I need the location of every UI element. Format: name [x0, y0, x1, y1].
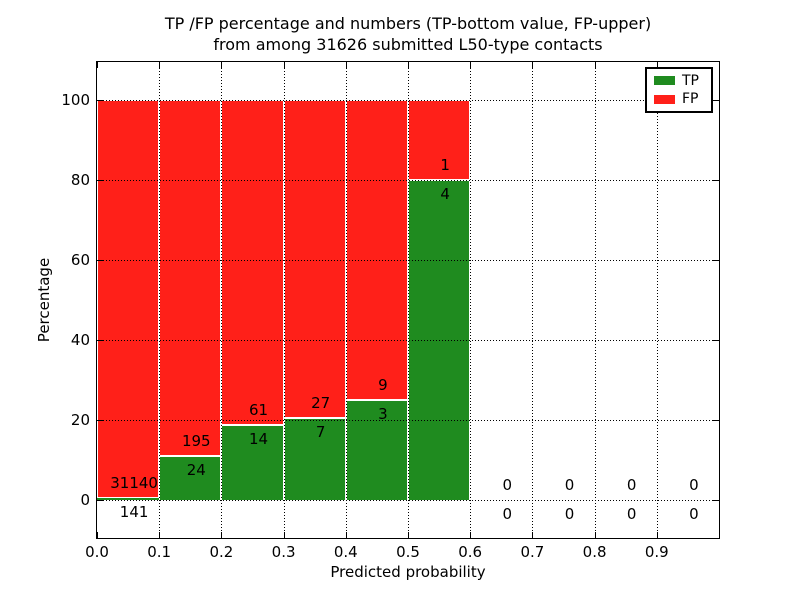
x-tick-label-0.3: 0.3 — [271, 543, 296, 561]
fp-count-label-9: 0 — [689, 476, 699, 494]
gridlines-layer — [97, 62, 719, 538]
y-tick-label-20: 20 — [70, 411, 90, 429]
gridline-x-0.1 — [159, 62, 161, 538]
x-tick-top-0.4 — [345, 62, 347, 68]
fp-count-label-5: 1 — [440, 156, 450, 174]
bar-fp-2 — [221, 100, 284, 426]
y-tick-right-60 — [713, 260, 719, 261]
x-tick-top-0 — [97, 62, 98, 68]
x-tick-label-0.0: 0.0 — [85, 543, 109, 561]
gridline-x-0.8 — [594, 62, 596, 538]
x-tick-bottom-0.8 — [594, 532, 596, 538]
x-tick-bottom-0.9 — [656, 532, 658, 538]
tp-color-swatch — [654, 76, 675, 86]
x-tick-top-0.1 — [159, 62, 161, 68]
plot-area: 0.0 0.1 0.2 0.3 0.4 0.5 0.6 0.7 0.8 0.9 0 20 40 60 80 1… — [61, 61, 720, 561]
tp-count-label-4: 3 — [378, 405, 388, 423]
y-tick-label-0: 0 — [80, 491, 90, 509]
legend-label-fp: FP — [682, 91, 699, 108]
x-tick-label-0.4: 0.4 — [333, 543, 358, 561]
y-tick-right-0 — [713, 500, 719, 501]
tp-count-label-9: 0 — [689, 505, 699, 523]
x-tick-bottom-0.5 — [408, 532, 409, 538]
gridline-x-0.5 — [408, 62, 409, 538]
y-tick-left-0 — [97, 500, 103, 501]
x-tick-top-0.3 — [283, 62, 285, 68]
x-tick-top-0.5 — [408, 62, 409, 68]
gridline-x-0.4 — [345, 62, 347, 538]
legend: TP FP — [645, 67, 713, 113]
fp-count-label-3: 27 — [311, 393, 331, 412]
x-tick-label-0.7: 0.7 — [520, 543, 545, 561]
x-axis-label: Predicted probability — [330, 563, 486, 581]
gridline-x-0.9 — [656, 62, 658, 538]
x-tick-bottom-0.1 — [159, 532, 161, 538]
bar-tp-0 — [97, 498, 160, 500]
fp-color-swatch — [654, 94, 675, 104]
y-tick-label-80: 80 — [70, 171, 90, 189]
tp-count-label-8: 0 — [626, 505, 637, 523]
labels-layer: 0.0 0.1 0.2 0.3 0.4 0.5 0.6 0.7 0.8 0.9 0 20 40 60 80 1… — [61, 62, 719, 561]
x-tick-label-0.1: 0.1 — [147, 543, 172, 561]
tp-count-label-5: 4 — [440, 185, 450, 203]
x-tick-top-0.8 — [594, 62, 596, 68]
bar-fp-0 — [97, 100, 160, 499]
fp-count-label-4: 9 — [378, 376, 388, 394]
y-tick-label-100: 100 — [61, 91, 90, 109]
ticks-layer — [97, 62, 719, 538]
gridline-x-0.2 — [221, 62, 223, 538]
fp-count-label-7: 0 — [564, 476, 575, 494]
bar-fp-4 — [345, 100, 408, 400]
tp-count-label-7: 0 — [564, 505, 575, 523]
tp-count-label-0: 141 — [119, 503, 149, 522]
gridline-x-0.3 — [283, 62, 285, 538]
fp-count-label-0: 31140 — [110, 474, 158, 493]
chart-title: TP /FP percentage and numbers (TP-bottom… — [97, 13, 719, 55]
tp-count-label-1: 24 — [186, 461, 206, 480]
gridline-x-0.6 — [470, 62, 472, 538]
fp-count-label-8: 0 — [626, 476, 637, 494]
y-tick-right-20 — [713, 420, 719, 421]
y-tick-right-40 — [713, 340, 719, 341]
y-tick-left-100 — [97, 100, 103, 101]
y-tick-left-60 — [97, 260, 103, 261]
legend-label-tp: TP — [682, 72, 699, 89]
x-tick-bottom-0 — [97, 532, 98, 538]
x-tick-bottom-0.4 — [345, 532, 347, 538]
x-tick-label-0.5: 0.5 — [396, 543, 420, 561]
x-tick-bottom-0.2 — [221, 532, 223, 538]
x-tick-label-0.6: 0.6 — [458, 543, 483, 561]
fp-count-label-6: 0 — [502, 476, 513, 494]
x-tick-label-0.8: 0.8 — [582, 543, 607, 561]
y-tick-right-100 — [713, 100, 719, 101]
tp-count-label-2: 14 — [248, 430, 269, 449]
fp-count-label-1: 195 — [181, 432, 211, 451]
x-tick-bottom-0.6 — [470, 532, 472, 538]
x-tick-label-0.2: 0.2 — [209, 543, 234, 561]
x-tick-top-0.9 — [656, 62, 658, 68]
y-tick-label-40: 40 — [70, 331, 90, 349]
legend-item-fp: FP — [654, 92, 704, 106]
x-tick-bottom-0.3 — [283, 532, 285, 538]
gridline-x-0.7 — [532, 62, 534, 538]
x-tick-top-0.2 — [221, 62, 223, 68]
legend-item-tp: TP — [654, 74, 704, 88]
tp-count-label-3: 7 — [315, 422, 326, 441]
y-tick-right-80 — [713, 180, 719, 181]
x-tick-top-0.6 — [470, 62, 472, 68]
y-axis-label-text: Percentage — [35, 257, 53, 343]
y-tick-left-40 — [97, 340, 103, 341]
chart-title-line1: TP /FP percentage and numbers (TP-bottom… — [164, 14, 652, 33]
y-tick-label-60: 60 — [70, 251, 90, 269]
x-tick-label-0.9: 0.9 — [644, 543, 669, 561]
y-tick-left-80 — [97, 180, 103, 181]
y-tick-left-20 — [97, 420, 103, 421]
bar-fp-1 — [159, 100, 222, 457]
x-tick-top-0.7 — [532, 62, 534, 68]
x-tick-bottom-0.7 — [532, 532, 534, 538]
tp-count-label-6: 0 — [502, 505, 513, 523]
chart-title-line2: from among 31626 submitted L50-type cont… — [213, 35, 603, 54]
fp-count-label-2: 61 — [248, 401, 269, 420]
